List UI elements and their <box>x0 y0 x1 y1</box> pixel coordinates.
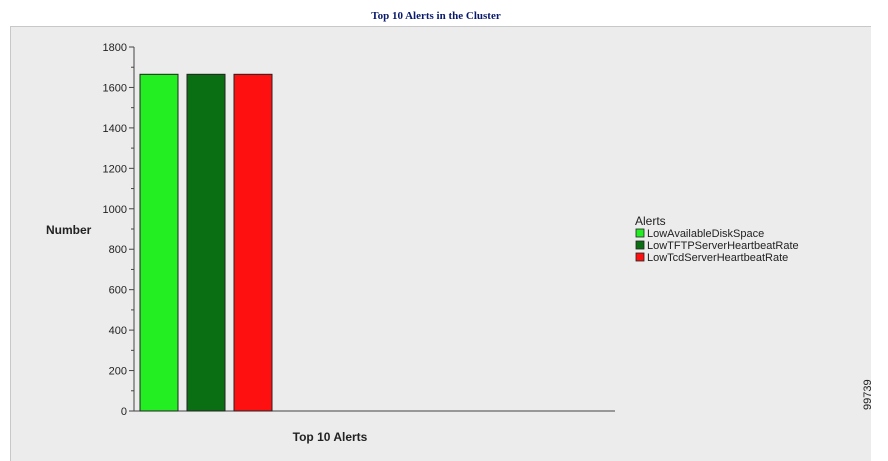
y-tick-label: 800 <box>109 244 127 256</box>
figure-number: 99739 <box>862 379 874 410</box>
legend-swatch <box>635 252 645 262</box>
y-tick-label: 1200 <box>103 163 127 175</box>
y-tick-label: 200 <box>109 366 127 378</box>
bar-LowTFTPServerHeartbeatRate <box>186 73 226 412</box>
legend-label: LowTFTPServerHeartbeatRate <box>647 240 799 252</box>
legend-label: LowAvailableDiskSpace <box>647 228 764 240</box>
legend-swatch <box>635 228 645 238</box>
bar-LowAvailableDiskSpace <box>139 73 179 412</box>
y-tick-label: 1400 <box>103 123 127 135</box>
y-axis-label: Number <box>46 223 92 237</box>
y-tick-label: 1000 <box>103 204 127 216</box>
y-tick-label: 600 <box>109 285 127 297</box>
y-tick-label: 0 <box>121 406 127 418</box>
bar-LowTcdServerHeartbeatRate <box>233 73 273 412</box>
legend-swatch <box>635 240 645 250</box>
y-tick-label: 1600 <box>103 82 127 94</box>
legend-label: LowTcdServerHeartbeatRate <box>647 252 788 264</box>
chart-title: Top 10 Alerts in the Cluster <box>371 10 501 22</box>
bars <box>139 73 273 412</box>
y-ticks: 0 200 400 600 800 1000 1200 1400 1600 1800 <box>103 42 134 418</box>
legend-title: Alerts <box>635 214 666 228</box>
x-axis-label: Top 10 Alerts <box>293 430 368 444</box>
y-tick-label: 1800 <box>103 42 127 54</box>
legend: Alerts LowAvailableDiskSpaceLowTFTPServe… <box>635 214 799 264</box>
y-tick-label: 400 <box>109 325 127 337</box>
